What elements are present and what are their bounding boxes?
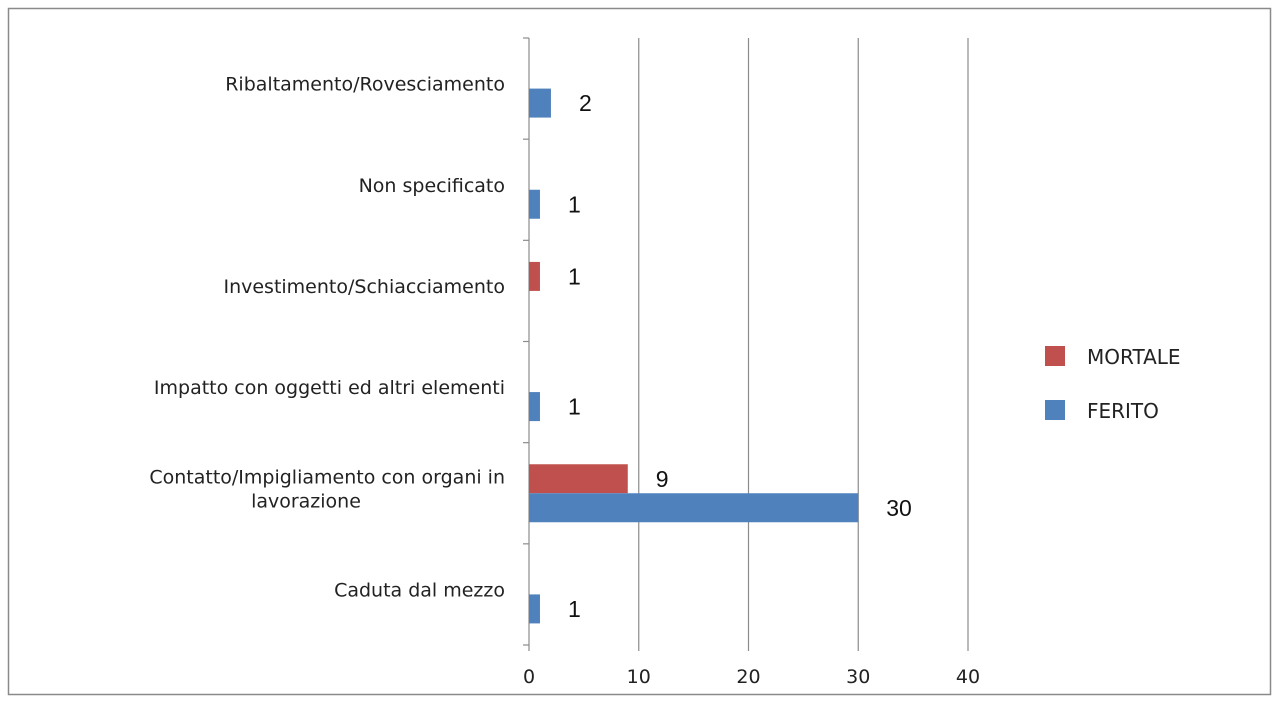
x-tick-label: 40 [956, 666, 980, 688]
legend-swatch [1045, 400, 1065, 420]
bar [529, 594, 540, 624]
bar [529, 261, 540, 291]
data-label: 1 [568, 263, 581, 289]
data-label: 30 [886, 495, 912, 521]
category-label: Impatto con oggetti ed altri elementi [154, 377, 505, 399]
legend-label: FERITO [1087, 399, 1159, 423]
bar [529, 464, 628, 494]
bar [529, 493, 859, 523]
category-label: Investimento/Schiacciamento [223, 276, 505, 298]
gridlines [638, 38, 969, 645]
x-tick-label: 20 [736, 666, 760, 688]
category-label: lavorazione [251, 490, 361, 512]
legend: MORTALE FERITO [1045, 345, 1181, 423]
x-tick-label: 30 [846, 666, 870, 688]
bar [529, 392, 540, 422]
bar [529, 88, 551, 118]
category-label: Ribaltamento/Rovesciamento [225, 74, 505, 96]
data-label: 1 [568, 191, 581, 217]
data-label: 2 [579, 90, 592, 116]
data-label: 1 [568, 596, 581, 622]
data-label: 1 [568, 394, 581, 420]
bars [529, 88, 859, 624]
category-label: Contatto/Impigliamento con organi in [149, 466, 505, 488]
category-label: Non specificato [359, 175, 505, 197]
labels: Caduta dal mezzo Contatto/Impigliamento c… [149, 74, 912, 622]
legend-label: MORTALE [1087, 345, 1181, 369]
axes: 0 10 20 30 40 [523, 37, 980, 688]
x-tick-label: 0 [523, 666, 535, 688]
legend-swatch [1045, 346, 1065, 366]
chart-border [7, 7, 1272, 696]
category-label: Caduta dal mezzo [334, 579, 505, 601]
x-tick-label: 10 [627, 666, 651, 688]
bar [529, 189, 540, 219]
data-label: 9 [656, 466, 669, 492]
